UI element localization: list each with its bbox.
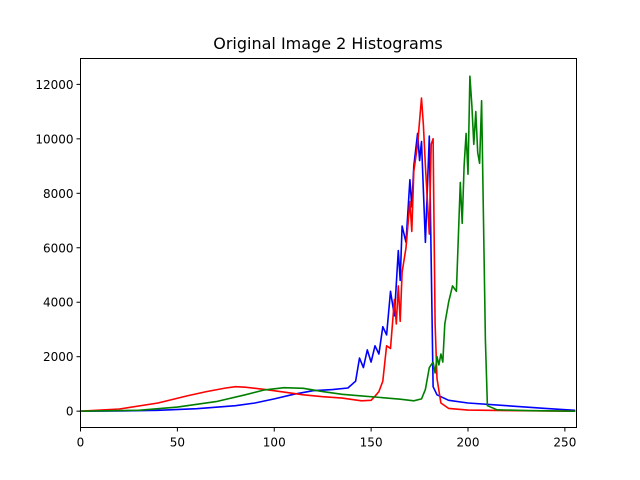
series-line-1: [79, 97, 576, 413]
y-tick-label: 10000: [35, 132, 73, 146]
y-tick-label: 12000: [35, 78, 73, 92]
y-tick-label: 2000: [43, 350, 74, 364]
x-tick-label: 0: [77, 436, 85, 450]
y-axis: 0 2000 4000 6000 8000 10000 12000: [35, 78, 81, 419]
series-line-0: [79, 132, 576, 413]
series-line-2: [79, 75, 576, 413]
x-tick-label: 150: [360, 436, 383, 450]
y-tick-label: 4000: [43, 296, 74, 310]
x-tick-label: 250: [553, 436, 576, 450]
chart-title: Original Image 2 Histograms: [213, 34, 443, 53]
series-layer: [79, 75, 576, 413]
y-tick-label: 8000: [43, 187, 74, 201]
x-tick-label: 100: [263, 436, 286, 450]
x-axis: 0 50 100 150 200 250: [77, 427, 576, 450]
y-tick-label: 6000: [43, 241, 74, 255]
y-tick-label: 0: [66, 405, 74, 419]
plot-frame: [80, 58, 577, 428]
x-tick-label: 200: [457, 436, 480, 450]
x-tick-label: 50: [170, 436, 185, 450]
